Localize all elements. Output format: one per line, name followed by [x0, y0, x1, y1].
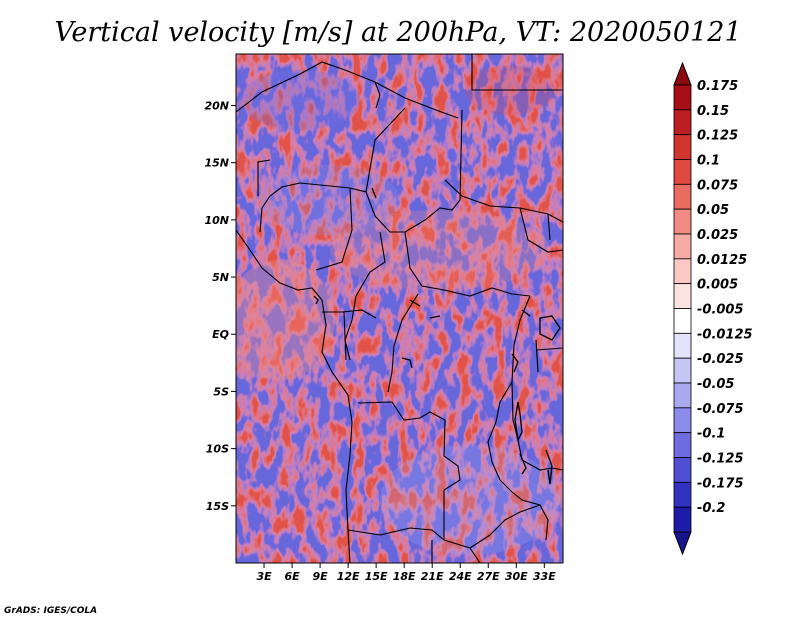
- colorbar-swatch: [673, 382, 692, 409]
- colorbar-label: -0.175: [697, 476, 744, 491]
- colorbar-swatch: [673, 357, 692, 384]
- lon-tick-label: 24E: [449, 570, 472, 583]
- colorbar-swatch: [673, 109, 692, 136]
- lat-tick-label: 15S: [206, 500, 229, 513]
- lat-tick-label: EQ: [212, 328, 229, 341]
- lat-tick-label: 5N: [212, 271, 229, 284]
- colorbar-swatch: [673, 308, 692, 334]
- colorbar-swatch: [673, 258, 692, 285]
- colorbar-label: 0.05: [697, 203, 729, 218]
- lon-tick-label: 3E: [256, 570, 272, 583]
- colorbar-label: -0.2: [697, 501, 725, 516]
- colorbar: 0.175 0.15 0.125 0.1 0.075 0.05 0.025 0.0125 0.0…: [673, 61, 753, 556]
- colorbar-swatch: [673, 283, 692, 309]
- colorbar-swatch: [673, 208, 692, 235]
- colorbar-label: -0.025: [697, 352, 744, 367]
- colorbar-label: 0.175: [697, 79, 738, 94]
- latitude-axis: 20N 15N 10N 5N EQ 5S 10S 15S: [204, 99, 236, 513]
- lon-tick-label: 27E: [477, 570, 500, 583]
- lon-tick-label: 33E: [533, 570, 556, 583]
- colorbar-swatch: [673, 233, 692, 260]
- lat-tick-label: 10S: [206, 443, 229, 456]
- colorbar-swatch: [673, 506, 692, 533]
- colorbar-label: -0.125: [697, 452, 744, 467]
- colorbar-swatch: [673, 407, 692, 434]
- lat-tick-label: 20N: [204, 99, 229, 112]
- colorbar-label: -0.075: [697, 402, 744, 417]
- colorbar-label: 0.005: [697, 278, 738, 293]
- lon-tick-label: 6E: [284, 570, 300, 583]
- colorbar-swatch: [673, 134, 692, 160]
- lon-tick-label: 9E: [312, 570, 328, 583]
- colorbar-swatch: [673, 432, 692, 458]
- colorbar-bottom-cap: [673, 531, 692, 556]
- colorbar-label: 0.075: [697, 178, 738, 193]
- lon-tick-label: 21E: [421, 570, 444, 583]
- colorbar-swatch: [673, 457, 692, 483]
- longitude-axis: 3E 6E 9E 12E 15E 18E 21E 24E 27E 30E 33E: [256, 563, 556, 583]
- colorbar-top-cap: [673, 61, 692, 86]
- colorbar-swatch: [673, 481, 692, 508]
- map-panel: [236, 54, 563, 563]
- lon-tick-label: 12E: [337, 570, 360, 583]
- lake-outlines: [313, 187, 561, 485]
- map-frame: [235, 53, 564, 564]
- colorbar-label: 0.025: [697, 228, 738, 243]
- colorbar-swatch: [673, 159, 692, 185]
- colorbar-swatch: [673, 332, 692, 359]
- colorbar-label: 0.1: [697, 154, 720, 169]
- colorbar-label: 0.15: [697, 104, 729, 119]
- lon-tick-label: 30E: [505, 570, 528, 583]
- colorbar-label: -0.0125: [697, 327, 753, 342]
- colorbar-swatch: [673, 84, 692, 111]
- lon-tick-label: 18E: [393, 570, 416, 583]
- country-boundaries: [236, 54, 563, 563]
- colorbar-label: 0.0125: [697, 253, 747, 268]
- colorbar-label: 0.125: [697, 129, 738, 144]
- colorbar-label: -0.1: [697, 427, 725, 442]
- colorbar-swatch: [673, 183, 692, 210]
- colorbar-label: -0.05: [697, 377, 734, 392]
- lat-tick-label: 10N: [204, 214, 229, 227]
- lat-tick-label: 15N: [204, 157, 229, 170]
- lon-tick-label: 15E: [365, 570, 388, 583]
- lat-tick-label: 5S: [213, 385, 229, 398]
- grads-credit: GrADS: IGES/COLA: [4, 606, 97, 616]
- chart-title: Vertical velocity [m/s] at 200hPa, VT: 2…: [54, 17, 741, 48]
- colorbar-label: -0.005: [697, 303, 744, 318]
